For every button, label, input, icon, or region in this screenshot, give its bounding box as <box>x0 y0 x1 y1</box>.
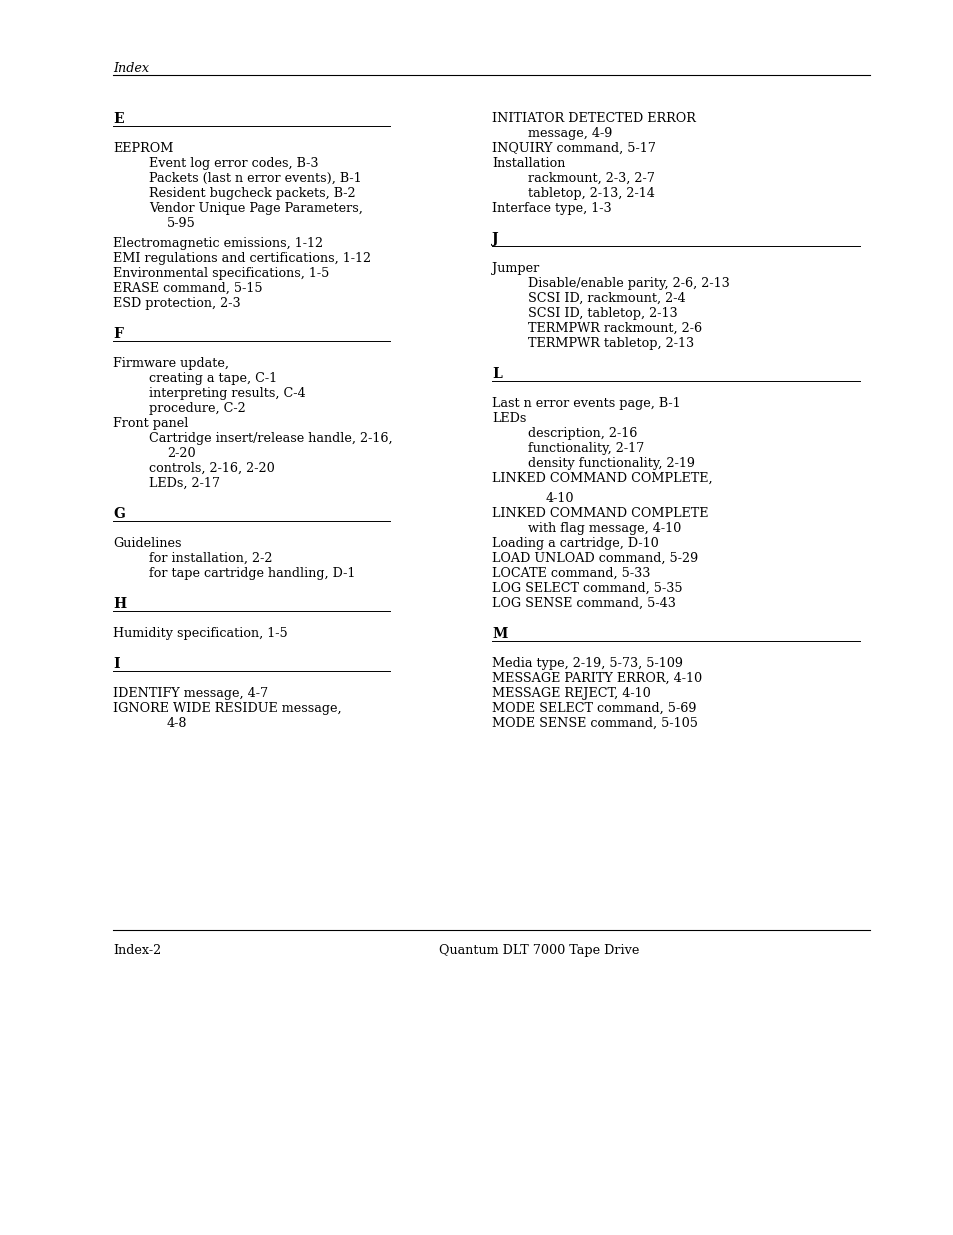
Text: TERMPWR rackmount, 2-6: TERMPWR rackmount, 2-6 <box>527 322 701 335</box>
Text: Interface type, 1-3: Interface type, 1-3 <box>492 203 611 215</box>
Text: 4-10: 4-10 <box>545 492 574 505</box>
Text: tabletop, 2-13, 2-14: tabletop, 2-13, 2-14 <box>527 186 654 200</box>
Text: message, 4-9: message, 4-9 <box>527 127 612 140</box>
Text: SCSI ID, tabletop, 2-13: SCSI ID, tabletop, 2-13 <box>527 308 677 320</box>
Text: 5-95: 5-95 <box>167 217 195 230</box>
Text: J: J <box>492 232 498 246</box>
Text: IDENTIFY message, 4-7: IDENTIFY message, 4-7 <box>112 687 268 700</box>
Text: G: G <box>112 508 125 521</box>
Text: MESSAGE PARITY ERROR, 4-10: MESSAGE PARITY ERROR, 4-10 <box>492 672 701 685</box>
Text: Resident bugcheck packets, B-2: Resident bugcheck packets, B-2 <box>149 186 355 200</box>
Text: ERASE command, 5-15: ERASE command, 5-15 <box>112 282 262 295</box>
Text: Electromagnetic emissions, 1-12: Electromagnetic emissions, 1-12 <box>112 237 323 249</box>
Text: M: M <box>492 627 507 641</box>
Text: rackmount, 2-3, 2-7: rackmount, 2-3, 2-7 <box>527 172 654 185</box>
Text: description, 2-16: description, 2-16 <box>527 427 637 440</box>
Text: Index-2: Index-2 <box>112 944 161 957</box>
Text: Installation: Installation <box>492 157 565 170</box>
Text: Quantum DLT 7000 Tape Drive: Quantum DLT 7000 Tape Drive <box>438 944 639 957</box>
Text: Media type, 2-19, 5-73, 5-109: Media type, 2-19, 5-73, 5-109 <box>492 657 682 671</box>
Text: interpreting results, C-4: interpreting results, C-4 <box>149 387 305 400</box>
Text: for tape cartridge handling, D-1: for tape cartridge handling, D-1 <box>149 567 355 580</box>
Text: LINKED COMMAND COMPLETE,: LINKED COMMAND COMPLETE, <box>492 472 712 485</box>
Text: controls, 2-16, 2-20: controls, 2-16, 2-20 <box>149 462 274 475</box>
Text: Environmental specifications, 1-5: Environmental specifications, 1-5 <box>112 267 329 280</box>
Text: Packets (last n error events), B-1: Packets (last n error events), B-1 <box>149 172 361 185</box>
Text: EMI regulations and certifications, 1-12: EMI regulations and certifications, 1-12 <box>112 252 371 266</box>
Text: Cartridge insert/release handle, 2-16,: Cartridge insert/release handle, 2-16, <box>149 432 393 445</box>
Text: L: L <box>492 367 501 382</box>
Text: I: I <box>112 657 119 671</box>
Text: SCSI ID, rackmount, 2-4: SCSI ID, rackmount, 2-4 <box>527 291 685 305</box>
Text: Index: Index <box>112 62 149 75</box>
Text: Guidelines: Guidelines <box>112 537 181 550</box>
Text: INQUIRY command, 5-17: INQUIRY command, 5-17 <box>492 142 656 156</box>
Text: LEDs, 2-17: LEDs, 2-17 <box>149 477 220 490</box>
Text: functionality, 2-17: functionality, 2-17 <box>527 442 643 454</box>
Text: Event log error codes, B-3: Event log error codes, B-3 <box>149 157 318 170</box>
Text: H: H <box>112 597 126 611</box>
Text: Firmware update,: Firmware update, <box>112 357 229 370</box>
Text: F: F <box>112 327 123 341</box>
Text: Last n error events page, B-1: Last n error events page, B-1 <box>492 396 679 410</box>
Text: ESD protection, 2-3: ESD protection, 2-3 <box>112 296 240 310</box>
Text: Front panel: Front panel <box>112 417 188 430</box>
Text: LOAD UNLOAD command, 5-29: LOAD UNLOAD command, 5-29 <box>492 552 698 564</box>
Text: for installation, 2-2: for installation, 2-2 <box>149 552 273 564</box>
Text: creating a tape, C-1: creating a tape, C-1 <box>149 372 276 385</box>
Text: Vendor Unique Page Parameters,: Vendor Unique Page Parameters, <box>149 203 362 215</box>
Text: LOG SELECT command, 5-35: LOG SELECT command, 5-35 <box>492 582 682 595</box>
Text: Disable/enable parity, 2-6, 2-13: Disable/enable parity, 2-6, 2-13 <box>527 277 729 290</box>
Text: with flag message, 4-10: with flag message, 4-10 <box>527 522 680 535</box>
Text: 2-20: 2-20 <box>167 447 195 459</box>
Text: E: E <box>112 112 124 126</box>
Text: TERMPWR tabletop, 2-13: TERMPWR tabletop, 2-13 <box>527 337 694 350</box>
Text: IGNORE WIDE RESIDUE message,: IGNORE WIDE RESIDUE message, <box>112 701 341 715</box>
Text: LOCATE command, 5-33: LOCATE command, 5-33 <box>492 567 650 580</box>
Text: procedure, C-2: procedure, C-2 <box>149 403 246 415</box>
Text: density functionality, 2-19: density functionality, 2-19 <box>527 457 695 471</box>
Text: Jumper: Jumper <box>492 262 538 275</box>
Text: LOG SENSE command, 5-43: LOG SENSE command, 5-43 <box>492 597 675 610</box>
Text: 4-8: 4-8 <box>167 718 188 730</box>
Text: Humidity specification, 1-5: Humidity specification, 1-5 <box>112 627 288 640</box>
Text: MODE SENSE command, 5-105: MODE SENSE command, 5-105 <box>492 718 698 730</box>
Text: MODE SELECT command, 5-69: MODE SELECT command, 5-69 <box>492 701 696 715</box>
Text: INITIATOR DETECTED ERROR: INITIATOR DETECTED ERROR <box>492 112 695 125</box>
Text: EEPROM: EEPROM <box>112 142 173 156</box>
Text: MESSAGE REJECT, 4-10: MESSAGE REJECT, 4-10 <box>492 687 650 700</box>
Text: LEDs: LEDs <box>492 412 526 425</box>
Text: LINKED COMMAND COMPLETE: LINKED COMMAND COMPLETE <box>492 508 708 520</box>
Text: Loading a cartridge, D-10: Loading a cartridge, D-10 <box>492 537 659 550</box>
